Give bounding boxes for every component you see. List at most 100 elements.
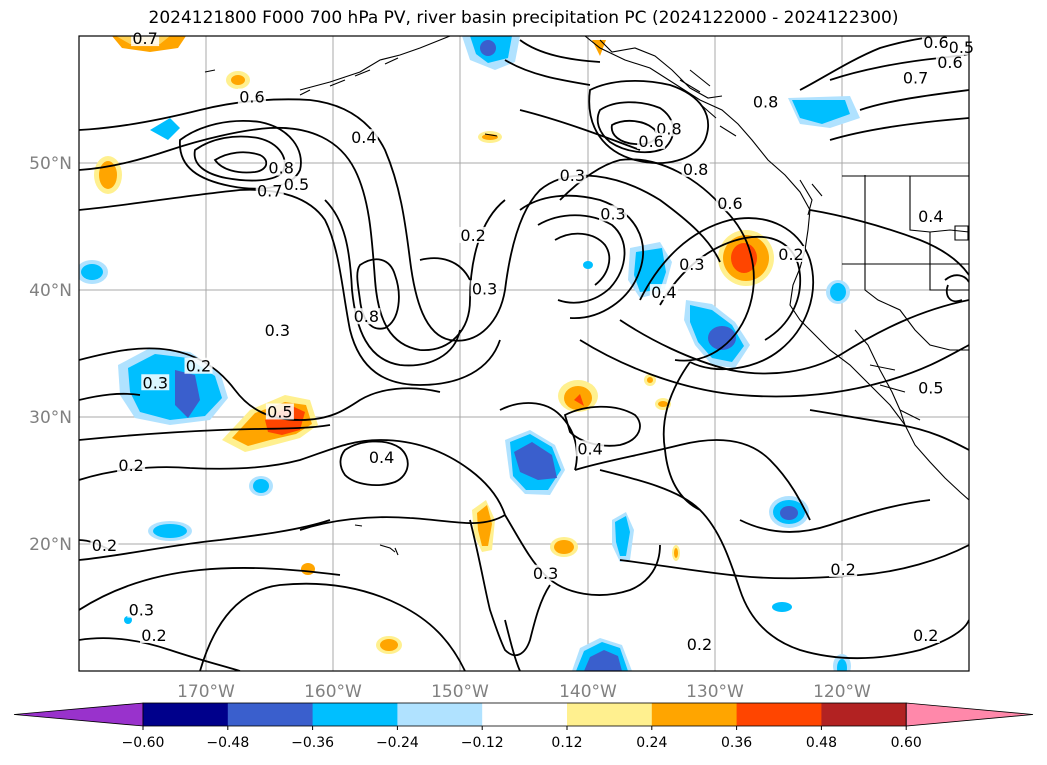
pv-label-bg	[184, 357, 213, 374]
lat-label-20n: 20°N	[29, 535, 72, 555]
pv-label-bg	[531, 564, 560, 581]
pv-contour-label: 0.2	[913, 626, 938, 645]
colorbar-tick-label: −0.24	[376, 735, 419, 751]
pv-contour-label: 0.3	[600, 204, 625, 223]
colorbar-segment	[736, 703, 822, 726]
lon-label-150w: 150°W	[431, 682, 489, 702]
pv-label-bg	[935, 54, 964, 71]
pv-contour-label: 0.5	[918, 378, 943, 397]
pv-label-bg	[916, 379, 945, 396]
pv-label-bg	[681, 160, 710, 177]
pv-label-bg	[911, 626, 940, 643]
pv-contour-label: 0.3	[143, 373, 168, 392]
lon-label-130w: 130°W	[686, 682, 744, 702]
pv-label-bg	[140, 626, 169, 643]
pv-contour-label: 0.2	[118, 456, 143, 475]
pv-contour-label: 0.2	[186, 357, 211, 376]
pv-contour-label: 0.7	[257, 181, 282, 200]
colorbar-segment	[821, 703, 907, 726]
pv-label-bg	[947, 38, 976, 55]
precip-pc-shading	[79, 36, 860, 671]
pv-label-bg	[131, 30, 160, 47]
pv-contour-label: 0.8	[753, 93, 778, 112]
pv-label-bg	[677, 256, 706, 273]
colorbar-tick-label: 0.24	[636, 735, 667, 751]
pv-contour-label: 0.4	[918, 207, 943, 226]
pv-contour-label: 0.4	[577, 439, 602, 458]
pv-contour-label: 0.4	[651, 283, 676, 302]
pv-label-bg	[367, 449, 396, 466]
colorbar-tick-label: 0.12	[551, 735, 582, 751]
pv-label-bg	[255, 182, 284, 199]
pv-label-bg	[829, 560, 858, 577]
colorbar-segment	[312, 703, 398, 726]
pv-contour-label: 0.2	[141, 626, 166, 645]
pv-contour-labels: 0.70.60.40.80.50.70.20.30.80.30.20.30.50…	[90, 29, 976, 654]
pv-label-bg	[263, 322, 292, 339]
colorbar-segment	[567, 703, 653, 726]
colorbar-segment	[651, 703, 738, 726]
pv-label-bg	[117, 456, 146, 473]
pv-label-bg	[558, 167, 587, 184]
colorbar-tick-label: −0.12	[461, 735, 504, 751]
pv-contour-label: 0.3	[560, 166, 585, 185]
pv-contour-label: 0.3	[265, 321, 290, 340]
colorbar-tick-label: −0.60	[122, 735, 165, 751]
pv-label-bg	[715, 195, 744, 212]
pv-label-bg	[141, 374, 170, 391]
pv-label-bg	[599, 205, 627, 222]
colorbar-frame	[142, 702, 907, 727]
pv-label-bg	[127, 601, 156, 618]
pv-label-bg	[654, 120, 683, 137]
colorbar: −0.60 −0.48 −0.36 −0.24 −0.12 0.12 0.24 0.36 0.4…	[13, 702, 1034, 751]
pv-contour-label: 0.5	[949, 38, 974, 57]
pv-label-bg	[901, 69, 930, 86]
colorbar-tick-label: 0.48	[806, 735, 837, 751]
pv-contour-label: 0.2	[92, 536, 117, 555]
pv-contour-label: 0.6	[239, 88, 264, 107]
coastlines	[204, 36, 969, 556]
pv-label-bg	[576, 440, 605, 457]
pv-contour-label: 0.7	[903, 68, 928, 87]
pv-label-bg	[237, 88, 266, 105]
pv-contour-label: 0.3	[679, 255, 704, 274]
colorbar-tick-label: 0.36	[721, 735, 752, 751]
pv-label-bg	[282, 176, 311, 193]
colorbar-extend-low	[13, 702, 144, 727]
pv-contours	[79, 36, 969, 671]
pv-contour-label: 0.5	[284, 175, 309, 194]
pv-contour-label: 0.2	[460, 226, 485, 245]
pv-contour-label: 0.6	[923, 33, 948, 52]
pv-label-bg	[90, 536, 119, 553]
pv-label-bg	[649, 284, 678, 301]
lat-label-50n: 50°N	[29, 154, 72, 174]
pv-contour-label: 0.3	[129, 601, 154, 620]
pv-contour-label: 0.6	[937, 53, 962, 72]
lon-label-140w: 140°W	[559, 682, 617, 702]
colorbar-tick-label: −0.36	[291, 735, 334, 751]
pv-contour-label: 0.8	[683, 160, 708, 179]
pv-label-bg	[349, 129, 378, 146]
pv-contour-label: 0.2	[687, 635, 712, 654]
pv-contour-label: 0.8	[268, 159, 293, 178]
colorbar-extend-high	[905, 702, 1034, 727]
lat-label-30n: 30°N	[29, 408, 72, 428]
pv-contour-label: 0.7	[132, 29, 157, 48]
colorbar-tick-label: −0.48	[206, 735, 249, 751]
pv-contour-label: 0.5	[267, 402, 292, 421]
lat-label-40n: 40°N	[29, 281, 72, 301]
pv-contour-label: 0.2	[778, 245, 803, 264]
pv-contour-label: 0.3	[533, 564, 558, 583]
pv-contour-label: 0.4	[351, 128, 376, 147]
pv-contour-label: 0.3	[472, 279, 497, 298]
colorbar-tick-label: 0.60	[891, 735, 922, 751]
map-title: 2024121800 F000 700 hPa PV, river basin …	[148, 8, 899, 28]
pv-contour-label: 0.2	[830, 560, 855, 579]
colorbar-segment	[227, 703, 314, 726]
pv-contour-label: 0.8	[354, 307, 379, 326]
lon-label-160w: 160°W	[304, 682, 362, 702]
pv-contour-label: 0.6	[717, 194, 742, 213]
pv-label-bg	[459, 226, 488, 243]
pv-label-bg	[916, 207, 945, 224]
